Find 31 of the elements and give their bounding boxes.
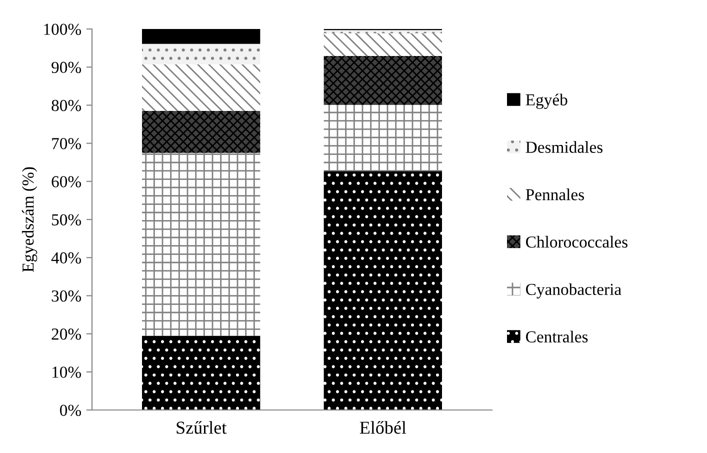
x-tick-label: Szűrlet xyxy=(176,421,227,434)
x-tick-label: Előbél xyxy=(360,421,406,434)
legend-label: Cyanobacteria xyxy=(526,283,622,298)
bar xyxy=(142,336,260,410)
y-tick-label: 50% xyxy=(52,214,82,226)
y-tick-label: 10% xyxy=(52,366,82,378)
legend-label: Egyéb xyxy=(526,94,568,109)
bar xyxy=(142,64,260,111)
legend-label: Desmidales xyxy=(526,141,602,153)
y-tick-label: 40% xyxy=(51,252,82,264)
legend-label: Pennales xyxy=(526,188,584,200)
legend-label: Centrales xyxy=(526,330,588,342)
y-tick-label: 20% xyxy=(52,328,82,340)
bar xyxy=(324,171,442,410)
bar xyxy=(324,30,442,34)
bar xyxy=(324,104,442,172)
y-tick-label: 70% xyxy=(52,138,82,150)
legend-label: Chlorococcales xyxy=(526,236,628,248)
y-tick-label: 0% xyxy=(60,404,82,416)
bar xyxy=(142,29,260,44)
bar xyxy=(142,152,260,336)
y-tick-label: 30% xyxy=(52,290,82,302)
bar xyxy=(324,56,442,105)
y-tick-label: 80% xyxy=(52,100,82,112)
bar xyxy=(142,44,260,64)
y-axis-title: Egyedszám (%) xyxy=(22,167,38,272)
bar xyxy=(324,33,442,56)
y-tick-label: 90% xyxy=(52,62,82,74)
y-tick-label: 60% xyxy=(52,176,82,188)
y-tick-label: 100% xyxy=(44,24,82,35)
bar xyxy=(142,110,260,153)
